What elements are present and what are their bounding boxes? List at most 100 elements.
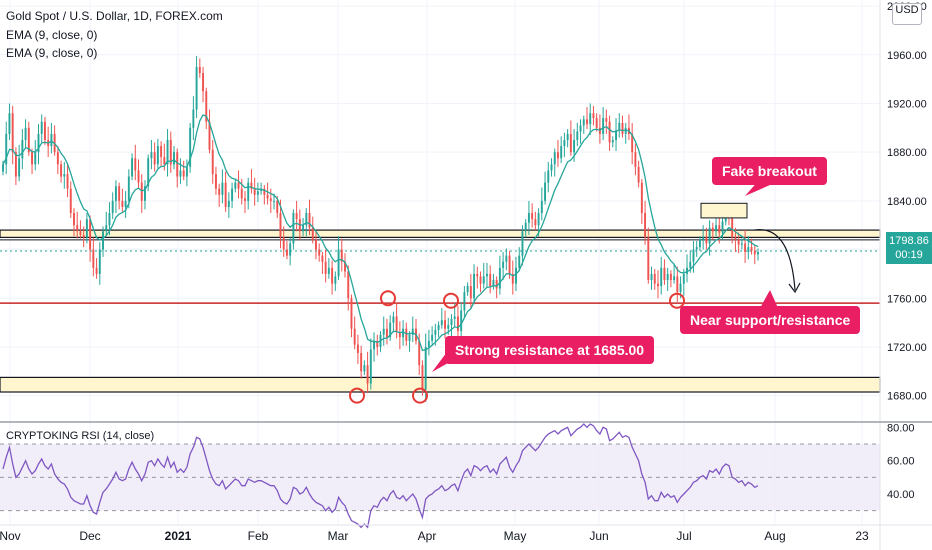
candle-body [50,133,53,147]
candle-body [550,164,553,171]
time-tick-10: 23 [855,529,869,543]
last-price: 1798.86 [889,235,929,247]
candle-body [698,239,701,248]
candle-body [227,200,230,207]
candle-body [476,273,479,277]
callout-near-support: Near support/resistance [680,306,861,334]
candle-body [556,152,559,159]
candle-body [740,243,743,245]
candle-body [718,225,721,233]
candle-body [389,322,392,338]
candle-body [192,109,195,128]
candle-body [492,280,495,287]
candle-body [234,182,237,189]
candle-body [424,346,427,390]
candle-body [682,273,685,284]
candle-body [360,353,363,372]
candle-body [292,213,295,244]
candle-body [8,113,11,134]
candle-body [276,200,279,214]
candle-body [731,215,734,238]
candle-body [521,231,524,256]
candle-body [537,213,540,226]
candle-body [143,186,146,201]
candle-body [153,152,156,165]
candle-body [121,200,124,207]
candle-body [411,328,414,335]
rsi-legend[interactable]: CRYPTOKING RSI (14, close) [6,430,155,442]
candle-body [60,164,63,177]
candle-body [663,267,666,280]
candle-body [527,213,530,223]
candle-body [134,158,137,171]
candle-body [176,152,179,177]
rsi-tick-1: 60.00 [887,456,915,468]
candle-body [757,252,759,255]
candle-body [653,273,656,284]
candle-body [108,213,111,226]
time-tick-0: Nov [0,529,21,543]
candle-body [427,340,430,347]
candle-body [666,273,669,280]
candle-body [37,133,40,153]
candle-body [240,188,243,199]
candle-body [702,237,705,240]
candle-body [211,149,214,175]
candle-body [282,237,285,250]
candle-body [231,188,234,201]
candle-body [21,140,24,159]
candle-body [163,157,166,165]
candle-body [279,213,282,238]
candle-body [353,328,356,345]
candle-body [43,121,46,140]
candle-body [447,325,450,329]
candle-body [295,213,298,220]
candle-body [244,198,246,201]
candle-body [169,140,172,165]
candle-body [582,119,585,126]
candle-body [692,249,695,262]
candle-body [98,249,101,274]
candle-body [634,152,637,167]
candle-body [498,267,501,289]
candle-body [579,125,582,132]
candle-body [473,273,476,299]
candle-body [689,261,692,268]
time-tick-5: Apr [418,529,437,543]
candle-body [640,182,643,214]
candle-body [198,66,201,74]
candle-body [95,267,98,274]
candle-body [221,182,224,195]
candle-body [695,247,698,250]
candle-body [553,152,556,165]
candle-body [450,318,453,326]
candle-body [69,188,72,214]
candle-body [289,243,292,256]
candle-body [24,127,27,140]
candle-body [147,158,150,187]
candle-body [356,344,359,354]
candle-body [453,316,456,319]
candle-body [2,164,4,172]
candle-body [573,140,576,153]
candle-body [650,273,653,280]
ema-legend-1[interactable]: EMA (9, close, 0) [6,28,98,42]
candle-body [602,118,605,134]
candle-body [124,200,127,207]
candle-body [421,365,424,390]
candle-body [118,186,121,201]
candle-body [463,292,466,311]
candle-body [318,249,321,256]
candle-body [173,152,175,165]
candle-body [589,113,592,125]
candle-body [156,146,159,165]
candle-body [686,267,688,274]
currency-label[interactable]: USD [892,3,922,25]
time-tick-9: Aug [764,529,785,543]
candle-body [214,174,217,189]
candle-body [308,213,311,228]
candle-body [753,250,756,255]
candle-body [273,200,275,202]
ema-legend-2[interactable]: EMA (9, close, 0) [6,46,98,60]
